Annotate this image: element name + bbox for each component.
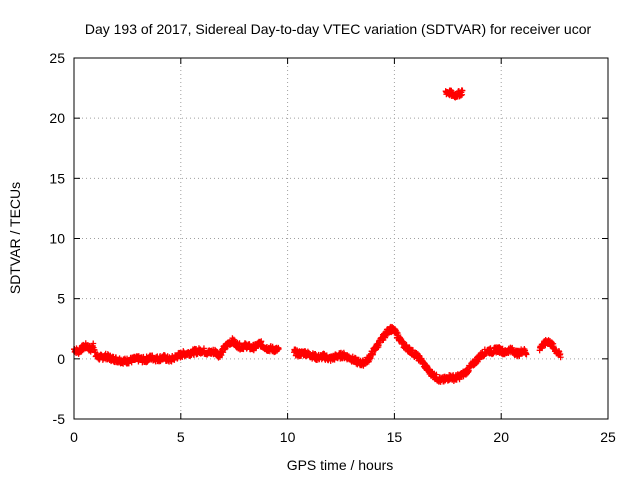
y-axis-label: SDTVAR / TECUs xyxy=(7,182,23,294)
y-tick-label: 5 xyxy=(57,291,65,307)
data-point xyxy=(200,345,207,352)
y-tick-label: -5 xyxy=(53,411,66,427)
x-axis-label: GPS time / hours xyxy=(287,457,394,473)
data-point xyxy=(258,338,265,345)
x-tick-label: 0 xyxy=(70,429,78,445)
data-point xyxy=(557,354,564,361)
x-tick-label: 15 xyxy=(387,429,403,445)
data-point xyxy=(275,346,282,353)
x-tick-label: 10 xyxy=(280,429,296,445)
y-tick-label: 10 xyxy=(49,231,65,247)
y-tick-label: 15 xyxy=(49,170,65,186)
chart-title: Day 193 of 2017, Sidereal Day-to-day VTE… xyxy=(85,21,592,37)
x-tick-label: 25 xyxy=(600,429,616,445)
y-tick-label: 25 xyxy=(49,50,65,66)
data-point xyxy=(393,329,400,336)
data-points xyxy=(71,87,564,385)
data-point xyxy=(523,351,530,358)
y-tick-label: 20 xyxy=(49,110,65,126)
y-tick-label: 0 xyxy=(57,351,65,367)
data-point xyxy=(370,351,377,358)
x-tick-label: 20 xyxy=(493,429,509,445)
x-tick-label: 5 xyxy=(177,429,185,445)
data-point xyxy=(459,87,466,94)
